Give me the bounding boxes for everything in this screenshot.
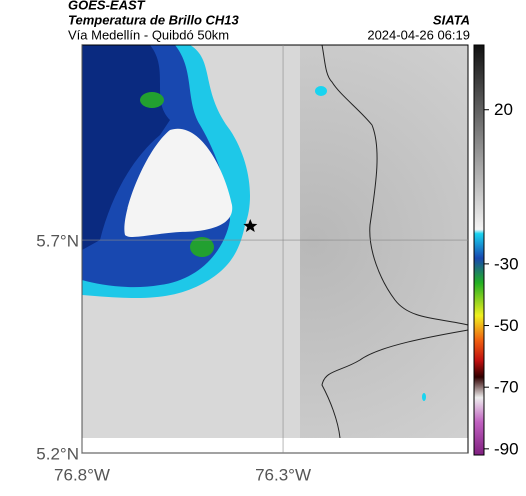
imagery — [82, 44, 469, 439]
lat-label: 5.2°N — [36, 444, 79, 463]
source: SIATA — [433, 12, 470, 27]
datetime: 2024-04-26 06:19 — [367, 27, 470, 42]
lon-label: 76.3°W — [255, 465, 311, 484]
subtitle: Temperatura de Brillo CH13 — [68, 12, 240, 27]
lat-label: 5.7°N — [36, 232, 79, 251]
colorbar-tick-label: -30 — [494, 254, 519, 273]
colorbar — [473, 44, 485, 456]
lon-label: 76.8°W — [54, 465, 110, 484]
colorbar-tick-label: -70 — [494, 378, 519, 397]
title: GOES-EAST — [68, 0, 146, 12]
colorbar-tick-label: -50 — [494, 316, 519, 335]
axes: 5.7°N 5.2°N 76.8°W 76.3°W 20 -30 -50 -70 -90 — [36, 45, 519, 484]
colorbar-tick-label: 20 — [494, 100, 513, 119]
colorbar-tick-label: -90 — [494, 439, 519, 458]
route: Vía Medellín - Quibdó 50km — [68, 27, 229, 42]
